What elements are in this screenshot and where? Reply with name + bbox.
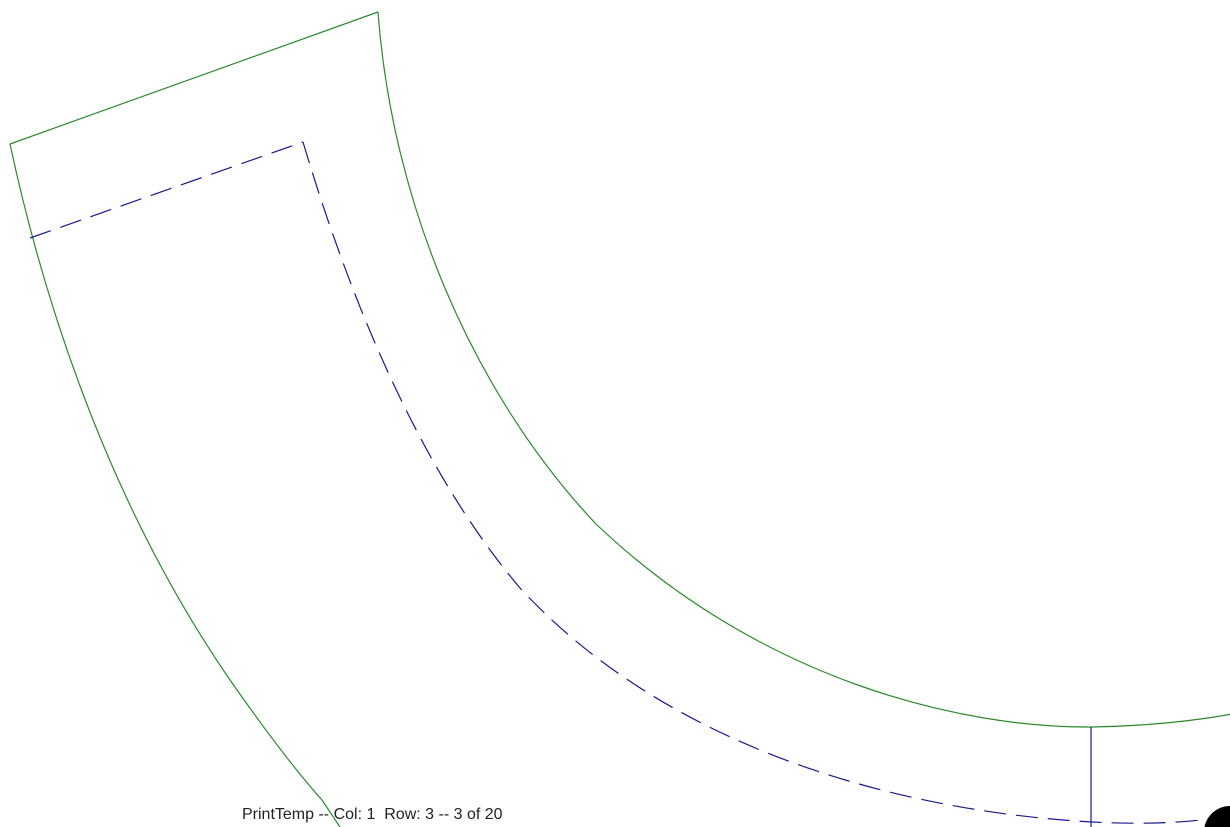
cut-inner-arc xyxy=(377,11,1230,728)
cut-top-edge xyxy=(9,11,379,145)
page-footer-label: PrintTemp -- Col: 1 Row: 3 -- 3 of 20 xyxy=(242,806,503,823)
cut-outer-arc xyxy=(9,143,341,827)
cut-outline xyxy=(9,11,1230,827)
seam-arc xyxy=(302,141,1216,824)
seam-outline xyxy=(29,141,1216,824)
registration-mark xyxy=(1204,806,1230,827)
seam-top-edge xyxy=(29,141,304,239)
